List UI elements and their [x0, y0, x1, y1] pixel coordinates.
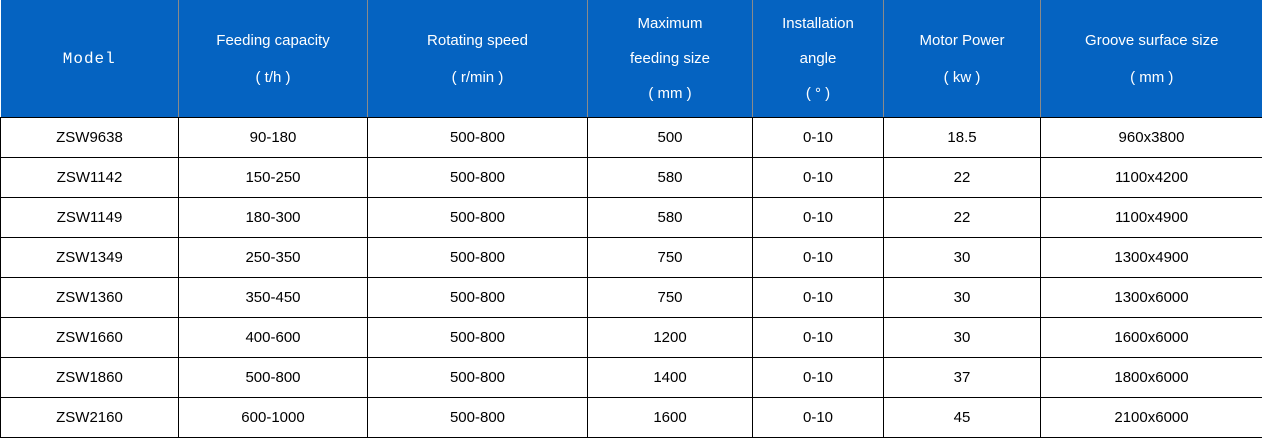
- cell-motor-power: 22: [883, 157, 1041, 198]
- cell-groove-surface-size: 1800x6000: [1040, 357, 1262, 398]
- column-header-label: Installation: [782, 15, 854, 32]
- table-row: ZSW1660 400-600 500-800 1200 0-10 30 160…: [0, 317, 1262, 358]
- cell-rotating-speed: 500-800: [367, 197, 588, 238]
- cell-rotating-speed: 500-800: [367, 317, 588, 358]
- table-body: ZSW9638 90-180 500-800 500 0-10 18.5 960…: [0, 117, 1262, 438]
- cell-max-feeding-size: 750: [587, 277, 753, 318]
- cell-motor-power: 18.5: [883, 117, 1041, 158]
- column-header-label: Model: [62, 49, 116, 68]
- cell-model: ZSW1360: [0, 277, 179, 318]
- cell-feeding-capacity: 150-250: [178, 157, 368, 198]
- table-header: Model Feeding capacity ( t/h ) Rotating …: [0, 0, 1262, 118]
- column-header-unit: ( t/h ): [255, 68, 291, 86]
- column-header-unit: ( kw ): [943, 68, 981, 86]
- cell-installation-angle: 0-10: [752, 237, 884, 278]
- cell-installation-angle: 0-10: [752, 397, 884, 438]
- column-header-feeding-capacity: Feeding capacity ( t/h ): [178, 0, 368, 118]
- cell-feeding-capacity: 600-1000: [178, 397, 368, 438]
- cell-installation-angle: 0-10: [752, 277, 884, 318]
- column-header-motor-power: Motor Power ( kw ): [883, 0, 1041, 118]
- cell-feeding-capacity: 500-800: [178, 357, 368, 398]
- cell-motor-power: 45: [883, 397, 1041, 438]
- cell-motor-power: 30: [883, 237, 1041, 278]
- cell-rotating-speed: 500-800: [367, 237, 588, 278]
- column-header-rotating-speed: Rotating speed ( r/min ): [367, 0, 588, 118]
- cell-motor-power: 30: [883, 277, 1041, 318]
- cell-feeding-capacity: 180-300: [178, 197, 368, 238]
- cell-groove-surface-size: 2100x6000: [1040, 397, 1262, 438]
- cell-model: ZSW1142: [0, 157, 179, 198]
- cell-installation-angle: 0-10: [752, 317, 884, 358]
- cell-installation-angle: 0-10: [752, 157, 884, 198]
- cell-installation-angle: 0-10: [752, 197, 884, 238]
- header-row: Model Feeding capacity ( t/h ) Rotating …: [0, 0, 1262, 118]
- cell-installation-angle: 0-10: [752, 357, 884, 398]
- cell-model: ZSW1349: [0, 237, 179, 278]
- column-header-unit: ( r/min ): [451, 68, 504, 86]
- cell-motor-power: 30: [883, 317, 1041, 358]
- cell-model: ZSW2160: [0, 397, 179, 438]
- cell-max-feeding-size: 580: [587, 157, 753, 198]
- cell-groove-surface-size: 960x3800: [1040, 117, 1262, 158]
- column-header-label: Groove surface size: [1085, 31, 1219, 49]
- cell-feeding-capacity: 350-450: [178, 277, 368, 318]
- column-header-model: Model: [0, 0, 179, 118]
- column-header-unit: ( mm ): [648, 85, 692, 102]
- cell-rotating-speed: 500-800: [367, 157, 588, 198]
- cell-rotating-speed: 500-800: [367, 357, 588, 398]
- table-row: ZSW1142 150-250 500-800 580 0-10 22 1100…: [0, 157, 1262, 198]
- column-header-installation-angle: Installation angle ( ° ): [752, 0, 884, 118]
- column-header-groove-surface-size: Groove surface size ( mm ): [1040, 0, 1262, 118]
- column-header-unit: ( ° ): [805, 85, 831, 102]
- cell-model: ZSW1860: [0, 357, 179, 398]
- cell-max-feeding-size: 1600: [587, 397, 753, 438]
- column-header-label: Maximum: [637, 15, 703, 32]
- table-row: ZSW1349 250-350 500-800 750 0-10 30 1300…: [0, 237, 1262, 278]
- table-row: ZSW1360 350-450 500-800 750 0-10 30 1300…: [0, 277, 1262, 318]
- table-row: ZSW9638 90-180 500-800 500 0-10 18.5 960…: [0, 117, 1262, 158]
- table-row: ZSW1149 180-300 500-800 580 0-10 22 1100…: [0, 197, 1262, 238]
- cell-feeding-capacity: 250-350: [178, 237, 368, 278]
- cell-feeding-capacity: 400-600: [178, 317, 368, 358]
- column-header-label: Rotating speed: [427, 31, 528, 49]
- column-header-label: Feeding capacity: [216, 31, 330, 49]
- column-header-label: feeding size: [629, 50, 711, 67]
- table-row: ZSW1860 500-800 500-800 1400 0-10 37 180…: [0, 357, 1262, 398]
- column-header-label: angle: [799, 50, 837, 67]
- cell-groove-surface-size: 1600x6000: [1040, 317, 1262, 358]
- cell-installation-angle: 0-10: [752, 117, 884, 158]
- cell-groove-surface-size: 1100x4900: [1040, 197, 1262, 238]
- cell-feeding-capacity: 90-180: [178, 117, 368, 158]
- cell-rotating-speed: 500-800: [367, 277, 588, 318]
- column-header-unit: ( mm ): [1130, 68, 1174, 86]
- cell-max-feeding-size: 750: [587, 237, 753, 278]
- cell-motor-power: 37: [883, 357, 1041, 398]
- cell-motor-power: 22: [883, 197, 1041, 238]
- cell-model: ZSW9638: [0, 117, 179, 158]
- cell-max-feeding-size: 1400: [587, 357, 753, 398]
- cell-groove-surface-size: 1300x6000: [1040, 277, 1262, 318]
- cell-groove-surface-size: 1300x4900: [1040, 237, 1262, 278]
- cell-rotating-speed: 500-800: [367, 397, 588, 438]
- cell-model: ZSW1660: [0, 317, 179, 358]
- cell-max-feeding-size: 1200: [587, 317, 753, 358]
- column-header-max-feeding-size: Maximum feeding size ( mm ): [587, 0, 753, 118]
- column-header-label: Motor Power: [919, 31, 1005, 49]
- cell-rotating-speed: 500-800: [367, 117, 588, 158]
- cell-max-feeding-size: 580: [587, 197, 753, 238]
- cell-groove-surface-size: 1100x4200: [1040, 157, 1262, 198]
- table-row: ZSW2160 600-1000 500-800 1600 0-10 45 21…: [0, 397, 1262, 438]
- cell-max-feeding-size: 500: [587, 117, 753, 158]
- cell-model: ZSW1149: [0, 197, 179, 238]
